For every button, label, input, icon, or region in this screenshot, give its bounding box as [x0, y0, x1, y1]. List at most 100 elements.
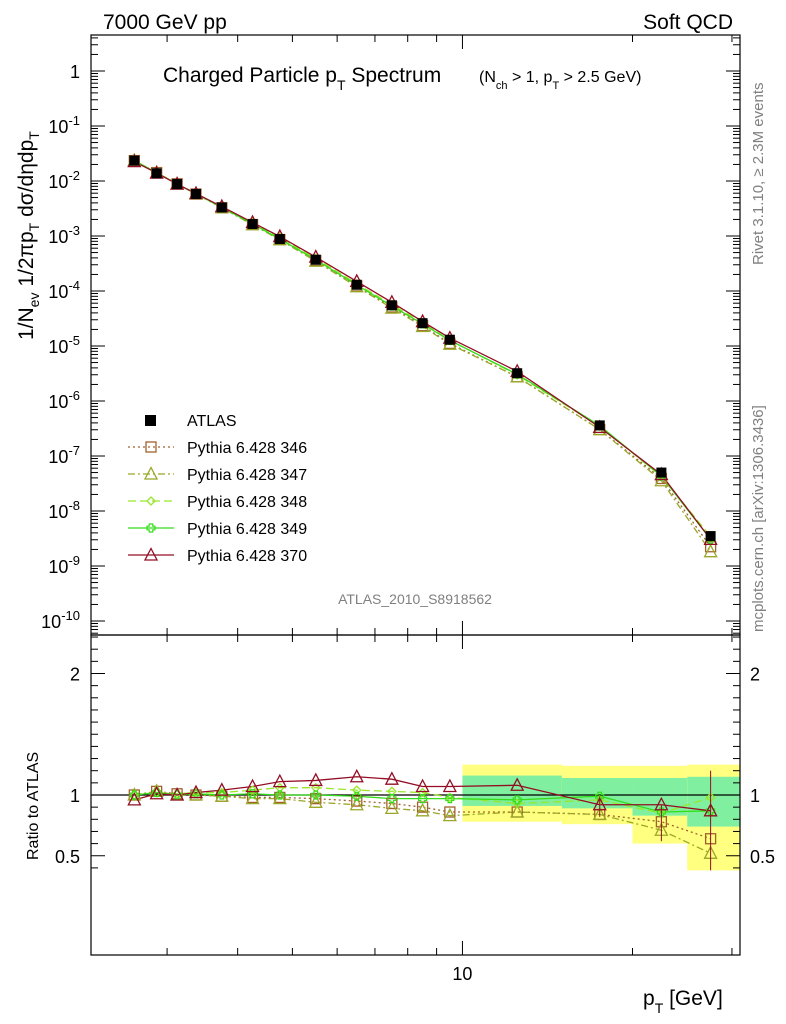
- atlas-point-0: [129, 155, 140, 166]
- ratio-band-inner-3: [687, 776, 740, 827]
- ratio-marker-s5-3: [188, 784, 204, 799]
- title-cond-mid: > 1, p: [508, 69, 553, 86]
- ratio-marker-s3-4: [216, 787, 227, 798]
- ratio-marker-s3-9: [386, 786, 397, 797]
- main-line-5: [134, 160, 712, 540]
- atlas-point-6: [274, 234, 285, 245]
- ratio-marker-s5-5: [245, 778, 260, 793]
- title-main: Charged Particle p: [163, 64, 337, 87]
- atlas-point-10: [417, 318, 428, 329]
- y-tick-label-7: 10-7: [48, 443, 80, 467]
- title-main-sub: T: [337, 77, 346, 93]
- ratio-marker-s2-7: [308, 794, 323, 808]
- main-series-lines: [134, 160, 712, 553]
- ratio-marker-s4-12: [512, 795, 522, 805]
- ratio-marker-s2-13: [592, 806, 607, 821]
- legend-atlas-label: ATLAS: [187, 413, 237, 430]
- y-axis-label-ratio: Ratio to ATLAS: [25, 752, 42, 860]
- legend: ATLAS Pythia 6.428 346 Pythia 6.428 347 Pyt…: [128, 413, 307, 565]
- y-tick-label-9: 10-9: [48, 553, 80, 577]
- y-tick-label-6: 10-6: [48, 388, 80, 412]
- legend-atlas-marker: [145, 415, 156, 426]
- atlas-point-3: [190, 189, 201, 200]
- main-frame-box: [90, 34, 741, 636]
- svg-text:(Nch > 1, pT > 2.5 GeV): (Nch > 1, pT > 2.5 GeV): [479, 69, 641, 92]
- title-main-post: Spectrum: [346, 64, 442, 87]
- ratio-marker-s4-7: [311, 790, 321, 800]
- ratio-series-markers: [127, 768, 718, 871]
- ratio-marker-s2-11: [442, 807, 457, 822]
- ratio-marker-s5-6: [272, 773, 287, 788]
- ratio-marker-s3-5: [247, 785, 258, 796]
- svg-text:1/Nev 1/2πpT dσ/dηdpT: 1/Nev 1/2πpT dσ/dηdpT: [15, 131, 42, 340]
- y-tick-label-0: 1: [70, 62, 80, 82]
- legend-label-4: Pythia 6.428 349: [187, 521, 307, 538]
- ratio-marker-s2-10: [415, 802, 430, 817]
- ratio-marker-s4-10: [417, 794, 428, 804]
- ratio-marker-s1-9: [386, 797, 398, 810]
- ratio-marker-s2-12: [510, 804, 525, 818]
- ratio-marker-s1-11: [444, 806, 456, 818]
- ratio-ytick-label-r-0: 2: [750, 665, 760, 685]
- y-tick-label-1: 10-1: [48, 113, 80, 137]
- ratio-line-2: [134, 790, 711, 854]
- legend-label-2: Pythia 6.428 347: [187, 467, 307, 484]
- legend-marker-5: [143, 547, 159, 561]
- ratio-marker-s3-11: [444, 792, 455, 803]
- legend-marker-3: [146, 496, 156, 506]
- atlas-data-points: [129, 155, 716, 542]
- ratio-marker-s2-6: [272, 790, 287, 805]
- ratio-marker-s5-10: [415, 778, 430, 793]
- atlas-point-13: [594, 420, 605, 431]
- ratio-uncertainty-bands: [91, 764, 740, 871]
- ratio-marker-s4-8: [352, 791, 362, 801]
- atlas-point-8: [351, 279, 362, 290]
- svg-text:pT [GeV]: pT [GeV]: [643, 987, 723, 1016]
- ratio-marker-s4-6: [275, 790, 285, 800]
- legend-label-5: Pythia 6.428 370: [187, 548, 307, 565]
- plot-title: Charged Particle pT Spectrum (Nch > 1, p…: [163, 64, 641, 93]
- analysis-watermark: ATLAS_2010_S8918562: [338, 591, 492, 607]
- ratio-ytick-label-l-1: 1: [70, 786, 80, 806]
- y-tick-label-2: 10-2: [48, 168, 80, 192]
- main-marker-s1-15: [704, 541, 717, 553]
- ratio-ytick-label-l-0: 2: [70, 665, 80, 685]
- ratio-marker-s2-8: [349, 796, 364, 811]
- ratio-marker-s5-11: [442, 778, 457, 793]
- title-cond-end: > 2.5 GeV): [559, 69, 641, 86]
- ratio-marker-s5-1: [149, 785, 164, 800]
- ratio-marker-s3-8: [351, 785, 362, 796]
- legend-label-1: Pythia 6.428 346: [187, 440, 307, 457]
- ratio-ytick-label-l-2: 0.5: [55, 847, 80, 867]
- ratio-marker-s5-2: [170, 787, 185, 801]
- rivet-label: Rivet 3.1.10, ≥ 2.3M events: [750, 83, 767, 266]
- mcplots-label: mcplots.cern.ch [arXiv:1306.3436]: [750, 405, 767, 632]
- atlas-point-4: [216, 202, 227, 213]
- ratio-marker-s2-5: [245, 790, 260, 805]
- legend-label-3: Pythia 6.428 348: [187, 494, 307, 511]
- ratio-marker-s2-9: [384, 800, 399, 815]
- atlas-point-7: [310, 254, 321, 265]
- ratio-ytick-label-r-1: 1: [750, 786, 760, 806]
- header-left: 7000 GeV pp: [103, 11, 227, 34]
- x-tick-label-10: 10: [452, 964, 472, 984]
- ratio-marker-s4-13: [595, 791, 605, 801]
- atlas-point-12: [512, 368, 523, 379]
- atlas-point-2: [172, 179, 183, 190]
- ratio-marker-s5-8: [349, 768, 364, 783]
- atlas-point-15: [705, 531, 716, 542]
- ratio-marker-s4-9: [387, 794, 397, 804]
- legend-marker-2: [143, 466, 159, 480]
- main-marker-s2-15: [703, 543, 718, 558]
- title-cond-sub2: T: [552, 80, 559, 92]
- y-axis-label-main: 1/Nev 1/2πpT dσ/dηdpT: [15, 131, 42, 340]
- ratio-line-5: [134, 776, 711, 812]
- ratio-marker-s1-7: [310, 792, 322, 805]
- title-cond-open: (N: [479, 69, 496, 86]
- ratio-marker-s4-11: [445, 794, 455, 804]
- atlas-point-5: [247, 219, 258, 230]
- ratio-marker-s5-7: [308, 772, 323, 787]
- y-tick-label-8: 10-8: [48, 498, 80, 522]
- ratio-marker-s5-0: [127, 791, 142, 806]
- ratio-marker-s5-4: [214, 782, 229, 796]
